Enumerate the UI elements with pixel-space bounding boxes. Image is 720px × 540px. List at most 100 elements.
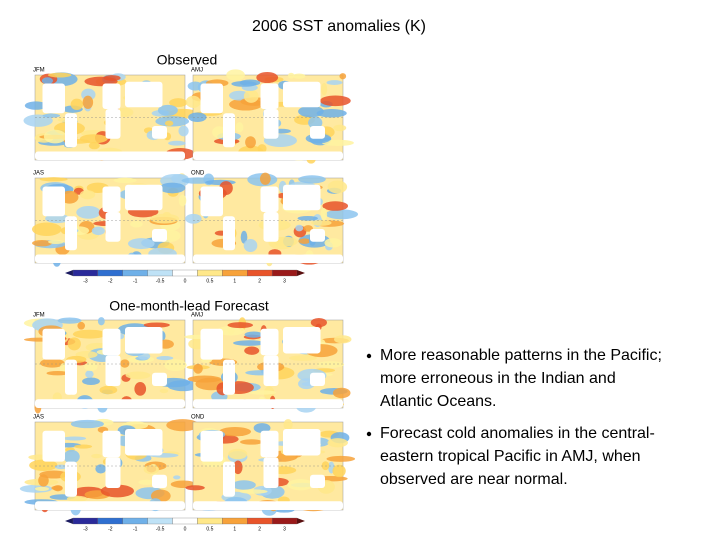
- anomaly-patch: [134, 382, 147, 396]
- bullet-text: more erroneous in the Indian and: [380, 370, 616, 387]
- land: [310, 372, 325, 386]
- title: 2006 SST anomalies (K): [252, 18, 426, 35]
- anomaly-patch: [70, 419, 104, 429]
- anomaly-patch: [41, 77, 54, 85]
- colorbar-end: [65, 270, 73, 276]
- land: [310, 474, 325, 488]
- anomaly-patch: [51, 485, 63, 491]
- anomaly-patch: [316, 109, 347, 118]
- anomaly-patch: [82, 95, 94, 109]
- land: [105, 109, 121, 139]
- bullet-dot: [366, 431, 372, 437]
- anomaly-patch: [24, 101, 48, 110]
- colorbar-swatch: [72, 517, 99, 525]
- colorbar-swatch: [222, 517, 248, 525]
- colorbar-label: -2: [108, 278, 113, 284]
- panel-label: JAS: [33, 415, 44, 421]
- anomaly-patch: [39, 177, 68, 182]
- land: [193, 151, 343, 160]
- colorbar-label: -1: [133, 526, 138, 532]
- anomaly-patch: [321, 139, 354, 147]
- anomaly-patch: [67, 337, 81, 351]
- anomaly-patch: [155, 116, 190, 127]
- anomaly-patch: [57, 317, 82, 324]
- land: [65, 359, 77, 395]
- colorbar-swatch: [197, 269, 223, 277]
- land: [260, 430, 279, 458]
- anomaly-patch: [74, 444, 93, 449]
- land: [42, 430, 65, 462]
- anomaly-patch: [327, 180, 348, 194]
- anomaly-patch: [193, 363, 203, 374]
- anomaly-patch: [298, 238, 311, 244]
- map-panel: AMJ: [185, 68, 354, 164]
- anomaly-patch: [113, 177, 137, 184]
- anomaly-patch: [226, 69, 245, 81]
- anomaly-patch: [326, 80, 343, 86]
- land: [42, 186, 65, 217]
- colorbar-label: 0.5: [206, 526, 213, 532]
- land: [283, 184, 321, 211]
- land: [42, 328, 65, 360]
- colorbar-label: 0: [184, 278, 187, 284]
- land: [200, 430, 223, 462]
- land: [223, 461, 235, 497]
- land: [65, 216, 77, 251]
- anomaly-patch: [243, 238, 258, 253]
- anomaly-patch: [178, 194, 187, 207]
- anomaly-patch: [244, 331, 263, 338]
- anomaly-patch: [187, 81, 203, 91]
- anomaly-patch: [120, 359, 130, 368]
- land: [310, 126, 325, 139]
- colorbar-label: -3: [83, 278, 88, 284]
- panel-label: OND: [191, 415, 205, 421]
- anomaly-patch: [303, 225, 314, 232]
- colorbar-swatch: [122, 517, 148, 525]
- land: [263, 109, 279, 139]
- anomaly-patch: [76, 205, 101, 219]
- anomaly-patch: [143, 322, 170, 328]
- bullet-text: Forecast cold anomalies in the central-: [380, 425, 655, 442]
- colorbar-label: 1: [233, 526, 236, 532]
- bullet-text: eastern tropical Pacific in AMJ, when: [380, 448, 641, 465]
- colorbar-label: 2: [258, 278, 261, 284]
- anomaly-patch: [185, 95, 201, 108]
- land: [102, 83, 121, 109]
- anomaly-patch: [228, 448, 248, 460]
- colorbar-swatch: [97, 269, 123, 277]
- anomaly-patch: [287, 72, 295, 79]
- land: [35, 501, 185, 510]
- land: [35, 254, 185, 263]
- colorbar-label: 1: [233, 278, 236, 284]
- anomaly-patch: [47, 72, 72, 78]
- land: [263, 355, 279, 386]
- land: [260, 186, 279, 212]
- anomaly-patch: [60, 190, 79, 204]
- anomaly-patch: [70, 98, 84, 110]
- map-panel: JFM: [23, 313, 199, 414]
- anomaly-patch: [40, 358, 65, 368]
- anomaly-patch: [334, 335, 352, 344]
- anomaly-patch: [29, 459, 58, 471]
- anomaly-patch: [253, 423, 271, 433]
- anomaly-patch: [256, 71, 279, 84]
- land: [35, 151, 185, 160]
- map-panel: OND: [181, 171, 359, 267]
- anomaly-patch: [243, 89, 259, 103]
- anomaly-patch: [54, 464, 68, 470]
- land: [35, 399, 185, 408]
- land: [102, 186, 121, 212]
- anomaly-patch: [185, 485, 205, 491]
- land: [200, 83, 223, 114]
- land: [125, 327, 163, 354]
- section-label: Observed: [157, 52, 218, 68]
- anomaly-patch: [239, 489, 268, 494]
- anomaly-patch: [34, 486, 50, 491]
- anomaly-patch: [150, 213, 180, 224]
- colorbar-swatch: [147, 269, 173, 277]
- anomaly-patch: [88, 141, 100, 150]
- anomaly-patch: [289, 355, 317, 361]
- section-label: One-month-lead Forecast: [109, 298, 269, 314]
- map-panel: JAS: [19, 415, 200, 516]
